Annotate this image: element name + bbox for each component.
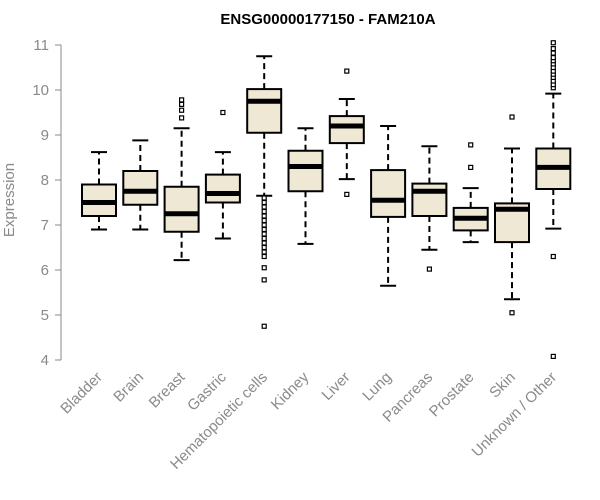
box-group-11 — [535, 40, 572, 359]
outlier-point — [261, 213, 267, 219]
outlier-point — [550, 353, 556, 359]
box-group-0 — [81, 151, 117, 231]
outlier-point — [468, 164, 474, 170]
outlier-point — [261, 244, 267, 251]
outlier-point — [261, 208, 267, 215]
outlier-point — [261, 240, 267, 246]
outlier-point — [179, 101, 185, 108]
outlier-point — [261, 222, 267, 228]
iqr-box — [287, 149, 324, 193]
outlier-point — [261, 277, 267, 283]
outlier-point — [261, 195, 267, 201]
box-group-8 — [411, 145, 448, 272]
outlier-point — [550, 54, 556, 61]
y-tick-label: 10 — [32, 82, 49, 99]
x-tick-label: Breast — [146, 368, 189, 411]
outlier-point — [261, 265, 267, 271]
y-axis-title: Expression — [1, 163, 18, 237]
iqr-box — [328, 115, 365, 145]
y-tick-label: 8 — [41, 172, 49, 189]
iqr-box — [370, 169, 407, 218]
outlier-point — [179, 115, 185, 121]
outlier-point — [344, 191, 350, 197]
outlier-point — [550, 40, 556, 46]
y-tick-label: 4 — [41, 352, 49, 369]
outlier-point — [261, 231, 267, 237]
outlier-point — [509, 114, 515, 120]
outlier-point — [550, 253, 556, 260]
outlier-point — [261, 323, 267, 329]
x-tick-label: Liver — [319, 369, 354, 404]
iqr-box — [163, 185, 200, 233]
x-tick-label: Kidney — [268, 368, 313, 413]
outlier-point — [261, 249, 267, 255]
box-group-1 — [122, 139, 159, 231]
outlier-point — [261, 253, 267, 260]
iqr-box — [122, 170, 159, 206]
y-tick-label: 5 — [41, 307, 49, 324]
outlier-point — [220, 109, 226, 116]
box-group-6 — [328, 68, 365, 197]
x-tick-label: Brain — [110, 369, 147, 406]
x-tick-label: Skin — [486, 369, 519, 402]
outlier-point — [261, 217, 267, 224]
box-group-3 — [204, 109, 241, 240]
y-tick-label: 7 — [41, 217, 49, 234]
box-group-10 — [494, 114, 530, 316]
outlier-point — [426, 266, 432, 272]
outlier-point — [550, 50, 556, 56]
y-tick-label: 9 — [41, 127, 49, 144]
box-group-2 — [163, 97, 200, 262]
chart-title: ENSG00000177150 - FAM210A — [220, 11, 435, 28]
box-group-4 — [246, 55, 283, 329]
x-tick-label: Prostate — [426, 369, 478, 421]
outlier-point — [179, 107, 185, 113]
box-group-5 — [287, 127, 324, 245]
outlier-point — [261, 204, 267, 210]
outlier-point — [261, 235, 267, 242]
outlier-point — [261, 226, 267, 233]
box-group-7 — [370, 125, 407, 287]
outlier-point — [344, 68, 350, 74]
iqr-box — [204, 173, 241, 204]
iqr-box — [246, 88, 283, 134]
outlier-point — [179, 97, 185, 103]
x-tick-label: Lung — [359, 369, 395, 405]
box-group-9 — [452, 142, 489, 244]
outlier-point — [550, 45, 556, 52]
x-tick-label: Bladder — [57, 369, 106, 418]
y-tick-label: 11 — [33, 37, 49, 54]
outlier-point — [468, 142, 474, 148]
outlier-point — [509, 310, 515, 316]
y-tick-label: 6 — [41, 262, 49, 279]
y-axis: 4 5 6 7 8 9 10 11 — [32, 37, 62, 369]
boxes-group — [81, 40, 572, 359]
iqr-box — [411, 182, 448, 218]
outlier-point — [261, 199, 267, 206]
